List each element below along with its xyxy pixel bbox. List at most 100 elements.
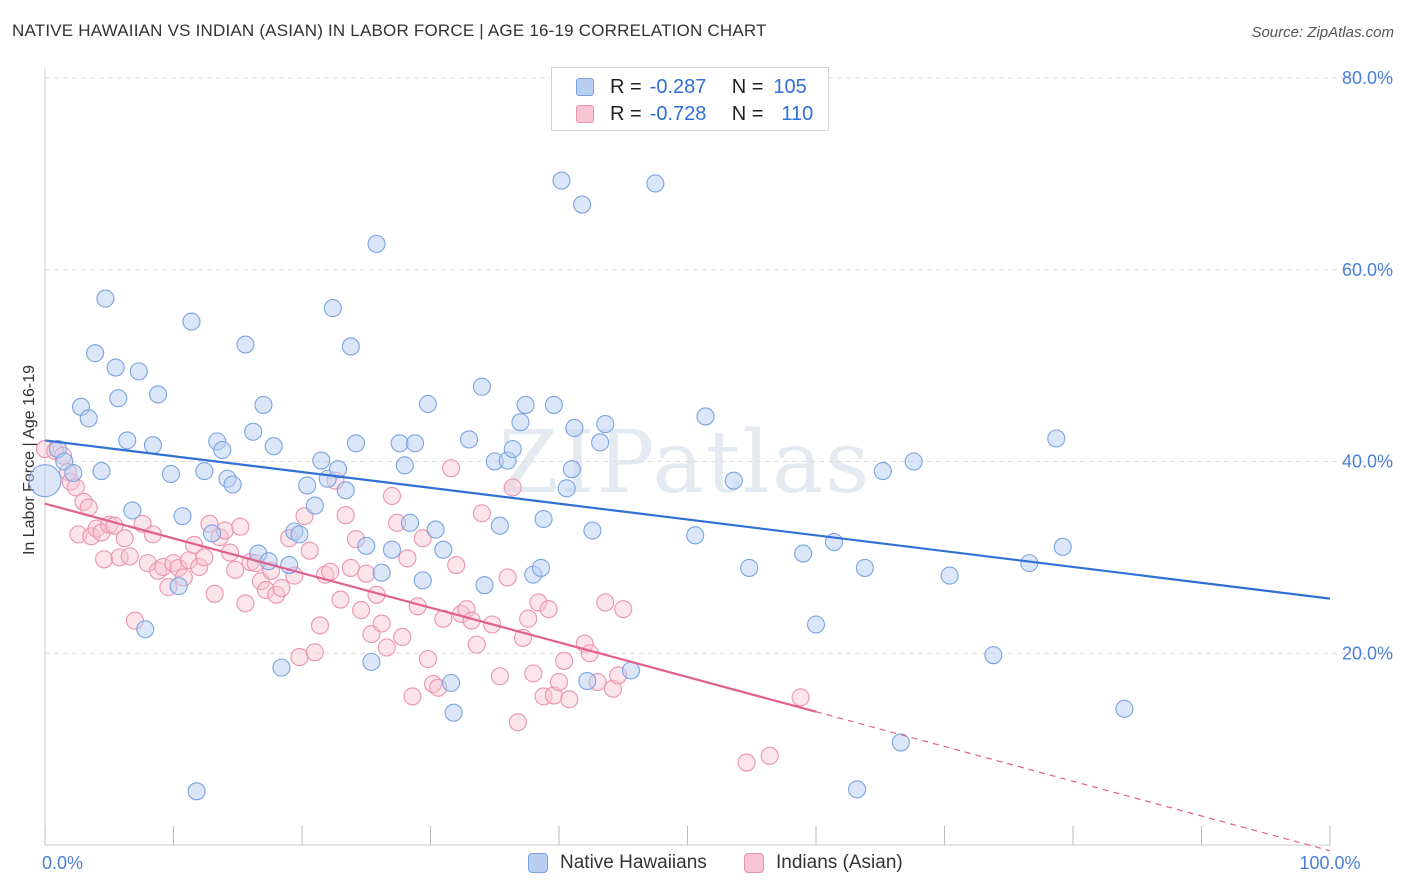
blue-point: [848, 780, 867, 799]
legend-label: Native Hawaiians: [560, 852, 707, 873]
pink-point: [760, 746, 779, 765]
blue-point: [195, 462, 214, 481]
blue-point: [187, 782, 206, 801]
blue-point: [426, 520, 445, 539]
pink-swatch-icon: [576, 105, 594, 123]
pink-point: [95, 550, 114, 569]
blue-point: [442, 673, 461, 693]
blue-point: [904, 452, 923, 471]
r-label: R =: [610, 102, 642, 125]
blue-point: [136, 620, 155, 639]
blue-point: [298, 476, 317, 495]
blue-point: [161, 464, 180, 484]
pink-point: [74, 492, 93, 511]
blue-point: [367, 234, 386, 253]
pink-point: [614, 600, 633, 619]
blue-point: [213, 440, 232, 460]
blue-point: [490, 516, 509, 535]
x-tick-label: 0.0%: [42, 853, 83, 873]
n-value: 110: [781, 102, 814, 125]
blue-point: [531, 558, 551, 577]
blue-point: [305, 496, 324, 515]
blue-point: [259, 552, 278, 571]
pink-point: [519, 609, 538, 628]
legend-row-indians-asian: R = -0.728 N = 110: [576, 101, 813, 127]
blue-point: [390, 434, 409, 453]
blue-point: [290, 525, 309, 544]
blue-point: [646, 174, 665, 193]
blue-point: [444, 703, 463, 722]
blue-point: [565, 418, 584, 437]
blue-point: [64, 463, 83, 483]
blue-point: [873, 462, 892, 481]
pink-point: [115, 529, 134, 548]
pink-point: [321, 562, 340, 581]
n-label: N =: [731, 75, 764, 98]
pink-point: [442, 459, 461, 478]
blue-point: [92, 462, 111, 481]
pink-point: [290, 648, 309, 667]
blue-point: [323, 299, 342, 318]
blue-point: [406, 434, 425, 453]
blue-point: [855, 558, 874, 577]
blue-point: [724, 471, 743, 490]
pink-point: [503, 478, 522, 497]
pink-point: [403, 687, 422, 706]
blue-point: [312, 451, 331, 470]
blue-point: [79, 409, 98, 428]
pink-point: [447, 555, 466, 575]
y-tick-label: 80.0%: [1342, 68, 1393, 88]
blue-point: [1047, 429, 1066, 448]
r-label: R =: [610, 75, 642, 98]
watermark: ZIPatlas: [499, 413, 871, 513]
blue-point: [357, 536, 376, 555]
pink-point: [331, 590, 350, 609]
blue-point: [696, 407, 715, 426]
blue-point: [1053, 537, 1072, 556]
legend-item-indians-asian[interactable]: Indians (Asian): [744, 852, 903, 874]
blue-point: [96, 289, 115, 308]
pink-point: [418, 649, 437, 669]
y-tick-label: 20.0%: [1342, 643, 1393, 663]
pink-point: [272, 579, 291, 598]
pink-point: [169, 558, 188, 577]
blue-point: [336, 481, 355, 500]
blue-point: [143, 436, 162, 455]
blue-point: [475, 576, 494, 595]
pink-point: [256, 580, 276, 600]
blue-point: [372, 563, 391, 582]
blue-swatch-icon: [528, 853, 548, 873]
pink-point: [205, 584, 224, 603]
pink-point: [508, 713, 527, 732]
pink-point: [138, 554, 157, 573]
pink-point: [596, 593, 615, 612]
blue-point: [341, 337, 360, 356]
blue-point: [123, 501, 142, 520]
pink-point: [372, 614, 391, 633]
legend-item-native-hawaiians[interactable]: Native Hawaiians: [528, 852, 707, 874]
correlation-legend: R = -0.287 N = 105 R = -0.728 N = 110: [551, 67, 829, 131]
pink-point: [154, 557, 173, 577]
blue-point: [596, 415, 615, 434]
pink-point: [341, 558, 360, 577]
blue-point: [244, 422, 263, 441]
pink-point: [413, 529, 432, 548]
source-label: Source: ZipAtlas.com: [1251, 24, 1394, 41]
n-label: N =: [731, 102, 764, 125]
blue-point: [346, 434, 366, 453]
blue-point: [562, 460, 581, 479]
blue-point: [940, 566, 959, 585]
blue-point: [557, 479, 576, 498]
blue-point: [173, 507, 192, 526]
pink-point: [529, 593, 548, 612]
r-value: -0.287: [649, 75, 707, 98]
pink-point: [393, 627, 412, 647]
pink-point: [603, 679, 623, 698]
pink-point: [524, 664, 543, 683]
blue-point: [86, 344, 105, 363]
blue-point: [591, 433, 610, 452]
blue-point: [272, 658, 291, 677]
x-tick-label: 100.0%: [1299, 853, 1360, 873]
blue-point: [511, 413, 530, 432]
